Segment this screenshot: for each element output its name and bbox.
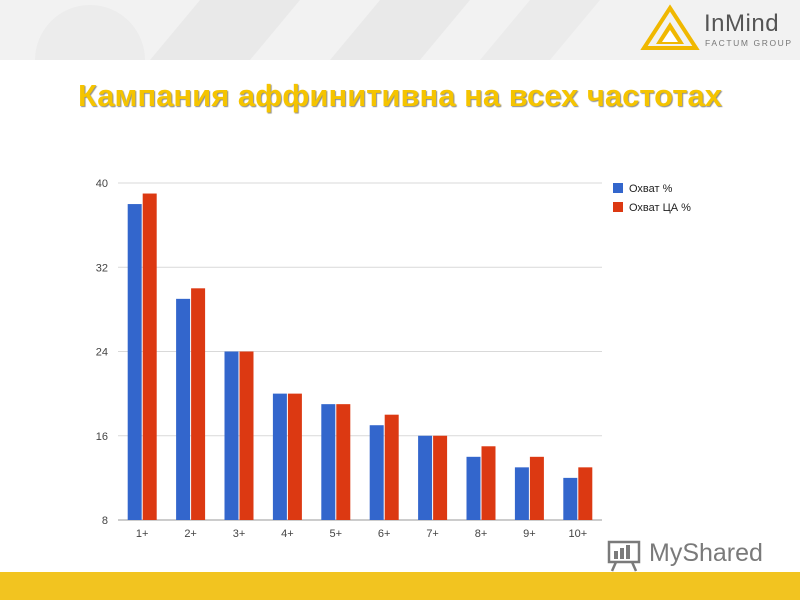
- bar-ta-reach: [142, 193, 157, 520]
- bar-ta-reach: [529, 456, 544, 520]
- bar-reach: [224, 351, 239, 520]
- y-tick-label: 8: [102, 515, 108, 527]
- legend-swatch: [613, 183, 623, 193]
- page-title: Кампания аффинитивна на всех частотах: [78, 78, 722, 113]
- bar-reach: [176, 298, 191, 520]
- legend-label: Охват ЦА %: [629, 202, 691, 214]
- footer-bar: [0, 572, 800, 600]
- x-tick-label: 8+: [475, 528, 488, 540]
- x-tick-label: 10+: [568, 528, 587, 540]
- x-tick-label: 6+: [378, 528, 391, 540]
- bar-ta-reach: [384, 414, 399, 520]
- y-tick-label: 32: [96, 262, 108, 274]
- bar-reach: [418, 435, 433, 520]
- x-tick-label: 2+: [184, 528, 197, 540]
- bar-reach: [272, 393, 287, 520]
- bar-reach: [514, 467, 529, 520]
- x-tick-label: 4+: [281, 528, 294, 540]
- bar-ta-reach: [481, 446, 496, 520]
- watermark: MyShared: [606, 536, 776, 572]
- banner-background-shapes: [35, 0, 600, 60]
- bar-reach: [466, 456, 481, 520]
- y-tick-label: 40: [96, 178, 108, 190]
- brand-name: InMind: [704, 10, 780, 37]
- x-tick-label: 9+: [523, 528, 536, 540]
- presentation-board-icon: [607, 540, 641, 572]
- x-tick-label: 7+: [426, 528, 439, 540]
- header-banner: InMind FACTUM GROUP: [0, 0, 800, 60]
- bar-reach: [321, 404, 336, 520]
- bar-reach: [127, 204, 142, 520]
- bar-reach: [563, 477, 578, 520]
- bar-ta-reach: [287, 393, 302, 520]
- x-tick-label: 1+: [136, 528, 149, 540]
- legend-label: Охват %: [629, 183, 673, 195]
- y-tick-label: 16: [96, 431, 108, 443]
- brand-subtitle: FACTUM GROUP: [705, 38, 793, 48]
- watermark-text: MyShared: [649, 539, 763, 567]
- bar-reach: [369, 425, 384, 520]
- x-tick-label: 5+: [330, 528, 343, 540]
- bar-ta-reach: [191, 288, 206, 520]
- bar-ta-reach: [578, 467, 593, 520]
- x-tick-label: 3+: [233, 528, 246, 540]
- bar-ta-reach: [336, 404, 351, 520]
- brand-logo: InMind FACTUM GROUP: [640, 4, 800, 54]
- bar-ta-reach: [239, 351, 254, 520]
- triangle-logo-icon: [640, 4, 700, 50]
- bar-ta-reach: [433, 435, 448, 520]
- legend-swatch: [613, 202, 623, 212]
- y-tick-label: 24: [96, 347, 108, 359]
